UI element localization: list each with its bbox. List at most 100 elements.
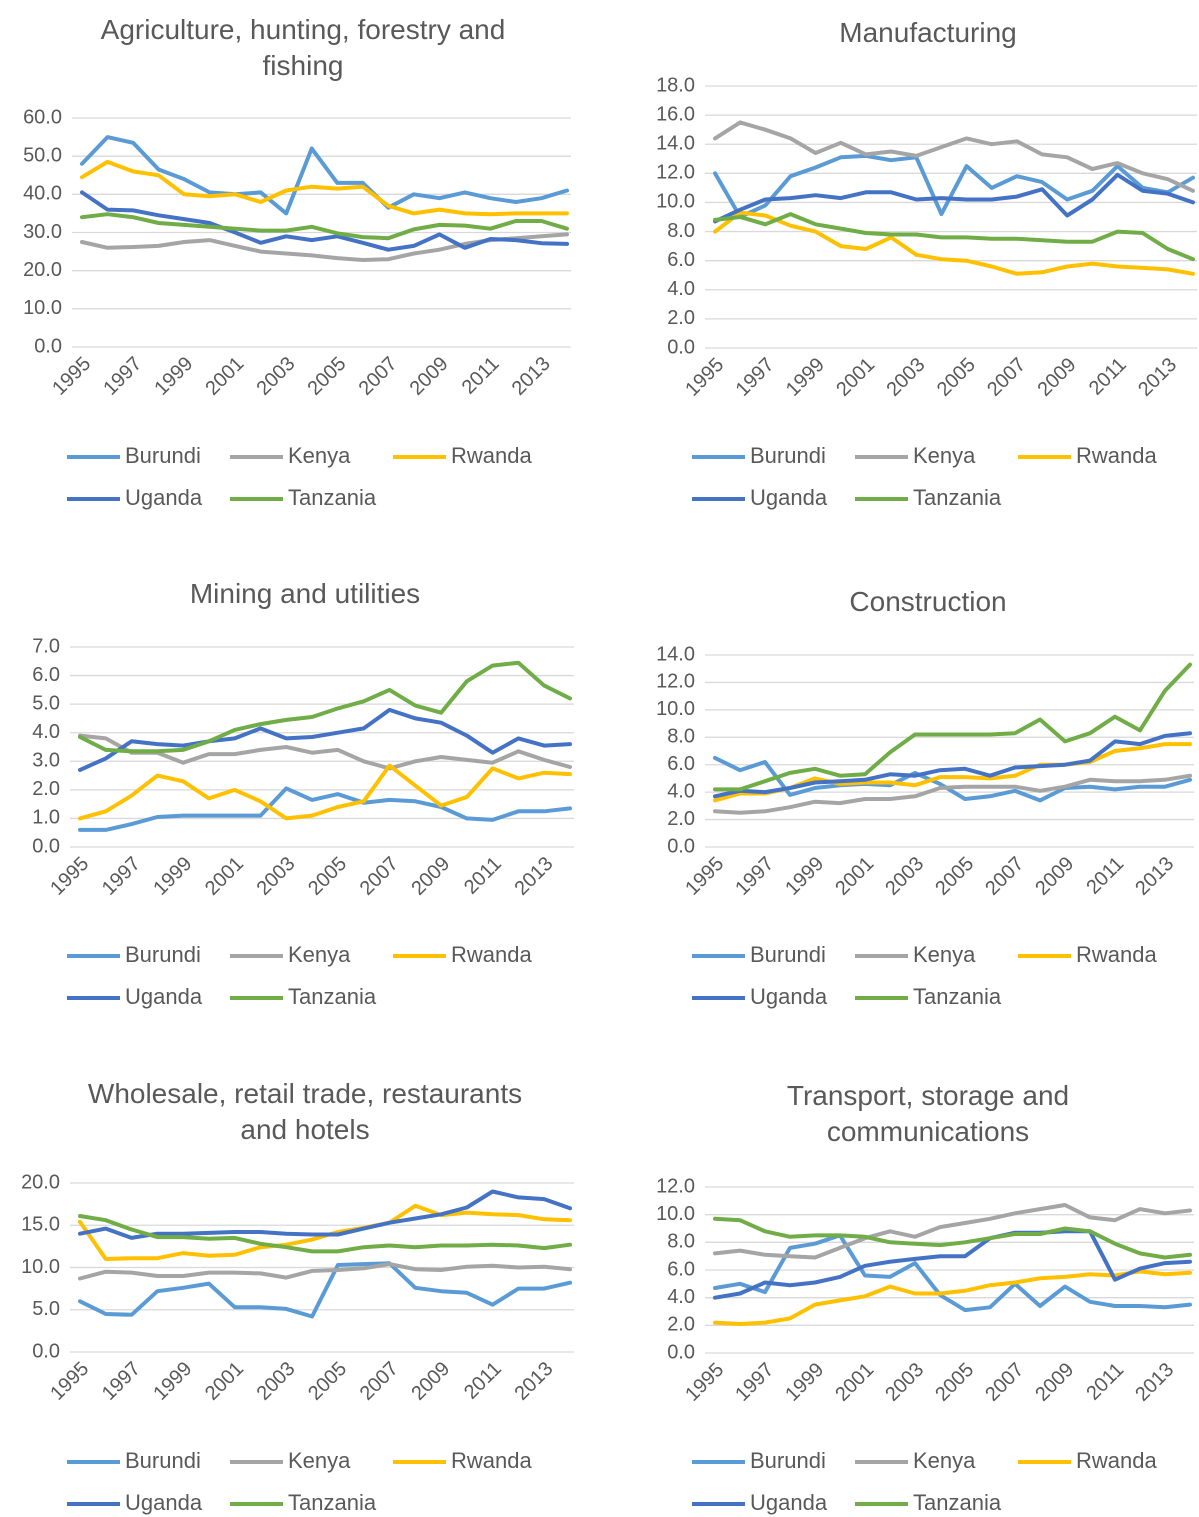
legend-label: Kenya: [288, 1448, 351, 1473]
x-tick-label: 1999: [149, 1358, 196, 1405]
legend-label: Burundi: [750, 443, 826, 468]
legend-label: Burundi: [750, 1448, 826, 1473]
legend-label: Rwanda: [1076, 443, 1157, 468]
x-tick-label: 2005: [304, 1358, 351, 1405]
x-tick-label: 2013: [508, 353, 555, 400]
series-line: [713, 1203, 1192, 1260]
x-tick-label: 1999: [781, 853, 828, 900]
x-tick-label: 2011: [1082, 1359, 1128, 1405]
y-tick-label: 14.0: [656, 133, 695, 155]
x-tick-label: 2007: [356, 1358, 403, 1405]
x-tick-label: 2013: [510, 853, 557, 900]
y-tick-label: 7.0: [32, 635, 60, 657]
x-tick-label: 1995: [48, 353, 95, 400]
x-tick-label: 2003: [252, 353, 299, 400]
x-tick-label: 2009: [1031, 1359, 1078, 1406]
series-line: [80, 212, 569, 241]
y-tick-label: 10.0: [23, 297, 62, 319]
series-line: [713, 120, 1195, 193]
x-tick-label: 2005: [931, 853, 978, 900]
y-tick-label: 5.0: [32, 1298, 60, 1320]
x-tick-label: 2003: [881, 853, 928, 900]
chart-panel: Transport, storage and communications 0.0 2…: [656, 1080, 1194, 1515]
chart-title: Construction: [849, 586, 1006, 617]
y-tick-label: 10.0: [656, 1203, 695, 1225]
y-tick-label: 60.0: [23, 106, 62, 128]
legend-label: Burundi: [750, 942, 826, 967]
y-tick-label: 2.0: [667, 808, 695, 830]
legend-label: Rwanda: [451, 942, 532, 967]
x-tick-label: 2001: [831, 1359, 878, 1406]
y-tick-label: 3.0: [32, 750, 60, 772]
series-line: [713, 773, 1192, 815]
series-line: [78, 1262, 572, 1281]
y-tick-label: 15.0: [21, 1214, 60, 1236]
x-tick-label: 2011: [460, 853, 506, 899]
x-tick-label: 1997: [99, 353, 146, 400]
x-tick-label: 2005: [304, 353, 351, 400]
legend-label: Kenya: [288, 443, 351, 468]
y-tick-label: 2.0: [667, 307, 695, 329]
chart-title: Mining and utilities: [190, 578, 420, 609]
series-line: [78, 1214, 572, 1254]
x-tick-label: 1995: [681, 354, 728, 401]
legend-label: Burundi: [125, 942, 201, 967]
y-tick-label: 10.0: [21, 1256, 60, 1278]
y-tick-label: 5.0: [32, 692, 60, 714]
y-tick-label: 4.0: [667, 1286, 695, 1308]
x-tick-label: 2003: [253, 1358, 300, 1405]
x-tick-label: 2013: [1134, 354, 1181, 401]
x-tick-label: 1995: [46, 1358, 93, 1405]
series-line: [78, 707, 572, 772]
legend-label: Kenya: [913, 1448, 976, 1473]
x-tick-label: 1997: [731, 1359, 778, 1406]
y-tick-label: 50.0: [23, 144, 62, 166]
legend-label: Burundi: [125, 443, 201, 468]
y-tick-label: 1.0: [32, 807, 60, 829]
y-tick-label: 0.0: [667, 1341, 695, 1363]
legend-label: Rwanda: [1076, 942, 1157, 967]
legend-label: Uganda: [750, 485, 828, 510]
x-tick-label: 1995: [681, 1359, 728, 1406]
x-tick-label: 1999: [782, 354, 829, 401]
series-line: [713, 153, 1195, 219]
x-tick-label: 1997: [98, 1358, 145, 1405]
x-tick-label: 1995: [681, 853, 728, 900]
y-tick-label: 6.0: [667, 753, 695, 775]
x-tick-label: 1997: [731, 853, 778, 900]
series-line: [78, 1189, 572, 1240]
x-tick-label: 2001: [201, 1358, 248, 1405]
chart-panel: Agriculture, hunting, forestry and fishin…: [23, 14, 571, 510]
legend-label: Kenya: [913, 443, 976, 468]
y-tick-label: 10.0: [656, 191, 695, 213]
y-tick-label: 0.0: [32, 1340, 60, 1362]
legend-label: Rwanda: [451, 1448, 532, 1473]
series-line: [713, 662, 1192, 792]
legend-label: Uganda: [125, 485, 203, 510]
x-tick-label: 2007: [983, 354, 1030, 401]
y-tick-label: 0.0: [32, 835, 60, 857]
x-tick-label: 2009: [407, 853, 454, 900]
chart-title: Transport, storage and communications: [787, 1080, 1069, 1147]
legend-label: Tanzania: [913, 1490, 1002, 1515]
x-tick-label: 2007: [356, 853, 403, 900]
x-tick-label: 2013: [1131, 1359, 1178, 1406]
legend-label: Rwanda: [451, 443, 532, 468]
y-tick-label: 10.0: [656, 698, 695, 720]
y-tick-label: 30.0: [23, 221, 62, 243]
y-tick-label: 8.0: [667, 220, 695, 242]
series-line: [78, 1261, 572, 1319]
chart-title: Agriculture, hunting, forestry and fishin…: [101, 14, 506, 81]
y-tick-label: 2.0: [667, 1314, 695, 1336]
series-line: [713, 212, 1195, 262]
y-tick-label: 14.0: [656, 643, 695, 665]
legend-label: Kenya: [913, 942, 976, 967]
x-tick-label: 2007: [355, 353, 402, 400]
y-tick-label: 20.0: [23, 259, 62, 281]
legend-label: Tanzania: [913, 984, 1002, 1009]
y-tick-label: 6.0: [667, 1258, 695, 1280]
x-tick-label: 1997: [98, 853, 145, 900]
x-tick-label: 2013: [510, 1358, 557, 1405]
y-tick-label: 4.0: [32, 721, 60, 743]
